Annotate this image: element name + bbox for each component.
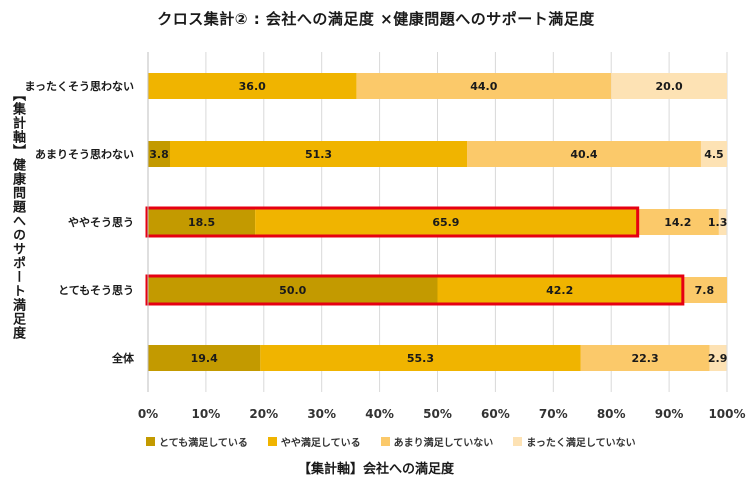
x-axis-title: 【集計軸】会社への満足度 (297, 462, 454, 477)
data-label: 4.5 (704, 148, 724, 161)
bar-segment (467, 141, 701, 167)
bar-segment (580, 345, 710, 371)
data-label: 42.2 (546, 284, 573, 297)
legend-swatch (380, 437, 390, 446)
bar-segment (681, 277, 727, 303)
legend-label: まったく満足していない (526, 438, 636, 449)
data-label: 44.0 (470, 80, 497, 93)
data-label: 14.2 (664, 216, 691, 229)
x-tick-label: 70% (539, 407, 568, 421)
bar-segment (709, 345, 727, 371)
bar-segment (170, 141, 468, 167)
data-label: 7.8 (695, 284, 715, 297)
bar-segment (356, 73, 612, 99)
highlight-box (145, 274, 685, 306)
x-tick-label: 40% (365, 407, 394, 421)
x-tick-label: 10% (192, 407, 221, 421)
data-label: 1.3 (708, 216, 728, 229)
legend-swatch (267, 437, 277, 446)
x-tick-label: 60% (481, 407, 510, 421)
legend-item: まったく満足していない (513, 434, 636, 449)
bar-segment (260, 345, 581, 371)
bar-segment (636, 209, 719, 235)
data-label: 18.5 (188, 216, 215, 229)
legend-item: やや満足している (267, 434, 361, 449)
legend-label: やや満足している (280, 438, 361, 449)
legend-swatch (146, 437, 155, 446)
legend-label: とても満足している (159, 438, 248, 449)
bar-segment (148, 141, 171, 167)
data-label: 65.9 (432, 216, 459, 229)
bar-segment (255, 209, 637, 235)
y-category-label: あまりそう思わない (35, 148, 134, 161)
data-label: 20.0 (656, 80, 683, 93)
x-tick-label: 0% (138, 407, 158, 421)
y-category-label: まったくそう思わない (24, 80, 134, 93)
bar-segment (611, 73, 727, 99)
y-category-label: とてもそう思う (58, 284, 134, 297)
legend-label: あまり満足していない (393, 438, 494, 449)
bar-segment (148, 209, 256, 235)
bar-segment (700, 141, 727, 167)
data-label: 3.8 (149, 148, 169, 161)
data-label: 22.3 (632, 352, 659, 365)
y-category-label: 全体 (111, 351, 135, 365)
bar-segment (437, 277, 682, 303)
legend: とても満足している やや満足している あまり満足していない まったく満足していない (146, 434, 636, 449)
x-tick-label: 30% (307, 407, 336, 421)
data-label: 55.3 (407, 352, 434, 365)
bar-segment (718, 209, 727, 235)
chart-title: クロス集計② : 会社への満足度 ×健康問題へのサポート満足度 (157, 10, 595, 28)
data-label: 50.0 (279, 284, 306, 297)
y-category-label: ややそう思う (68, 216, 134, 229)
x-tick-label: 100% (708, 407, 745, 421)
bar-segment (148, 73, 357, 99)
data-label: 19.4 (191, 352, 218, 365)
legend-swatch (513, 437, 523, 446)
x-tick-label: 80% (597, 407, 626, 421)
data-label: 36.0 (239, 80, 266, 93)
bar-segment (148, 345, 261, 371)
legend-item: とても満足している (146, 434, 248, 449)
bar-segment (148, 277, 438, 303)
highlight-box (145, 206, 640, 238)
data-label: 51.3 (305, 148, 332, 161)
x-tick-label: 20% (249, 407, 278, 421)
data-label: 2.9 (708, 352, 728, 365)
x-tick-label: 90% (655, 407, 684, 421)
data-label: 40.4 (570, 148, 597, 161)
y-axis-title: 【集計軸】健康問題へのサポート満足度 (10, 88, 25, 340)
legend-item: あまり満足していない (380, 434, 494, 449)
x-tick-label: 50% (423, 407, 452, 421)
